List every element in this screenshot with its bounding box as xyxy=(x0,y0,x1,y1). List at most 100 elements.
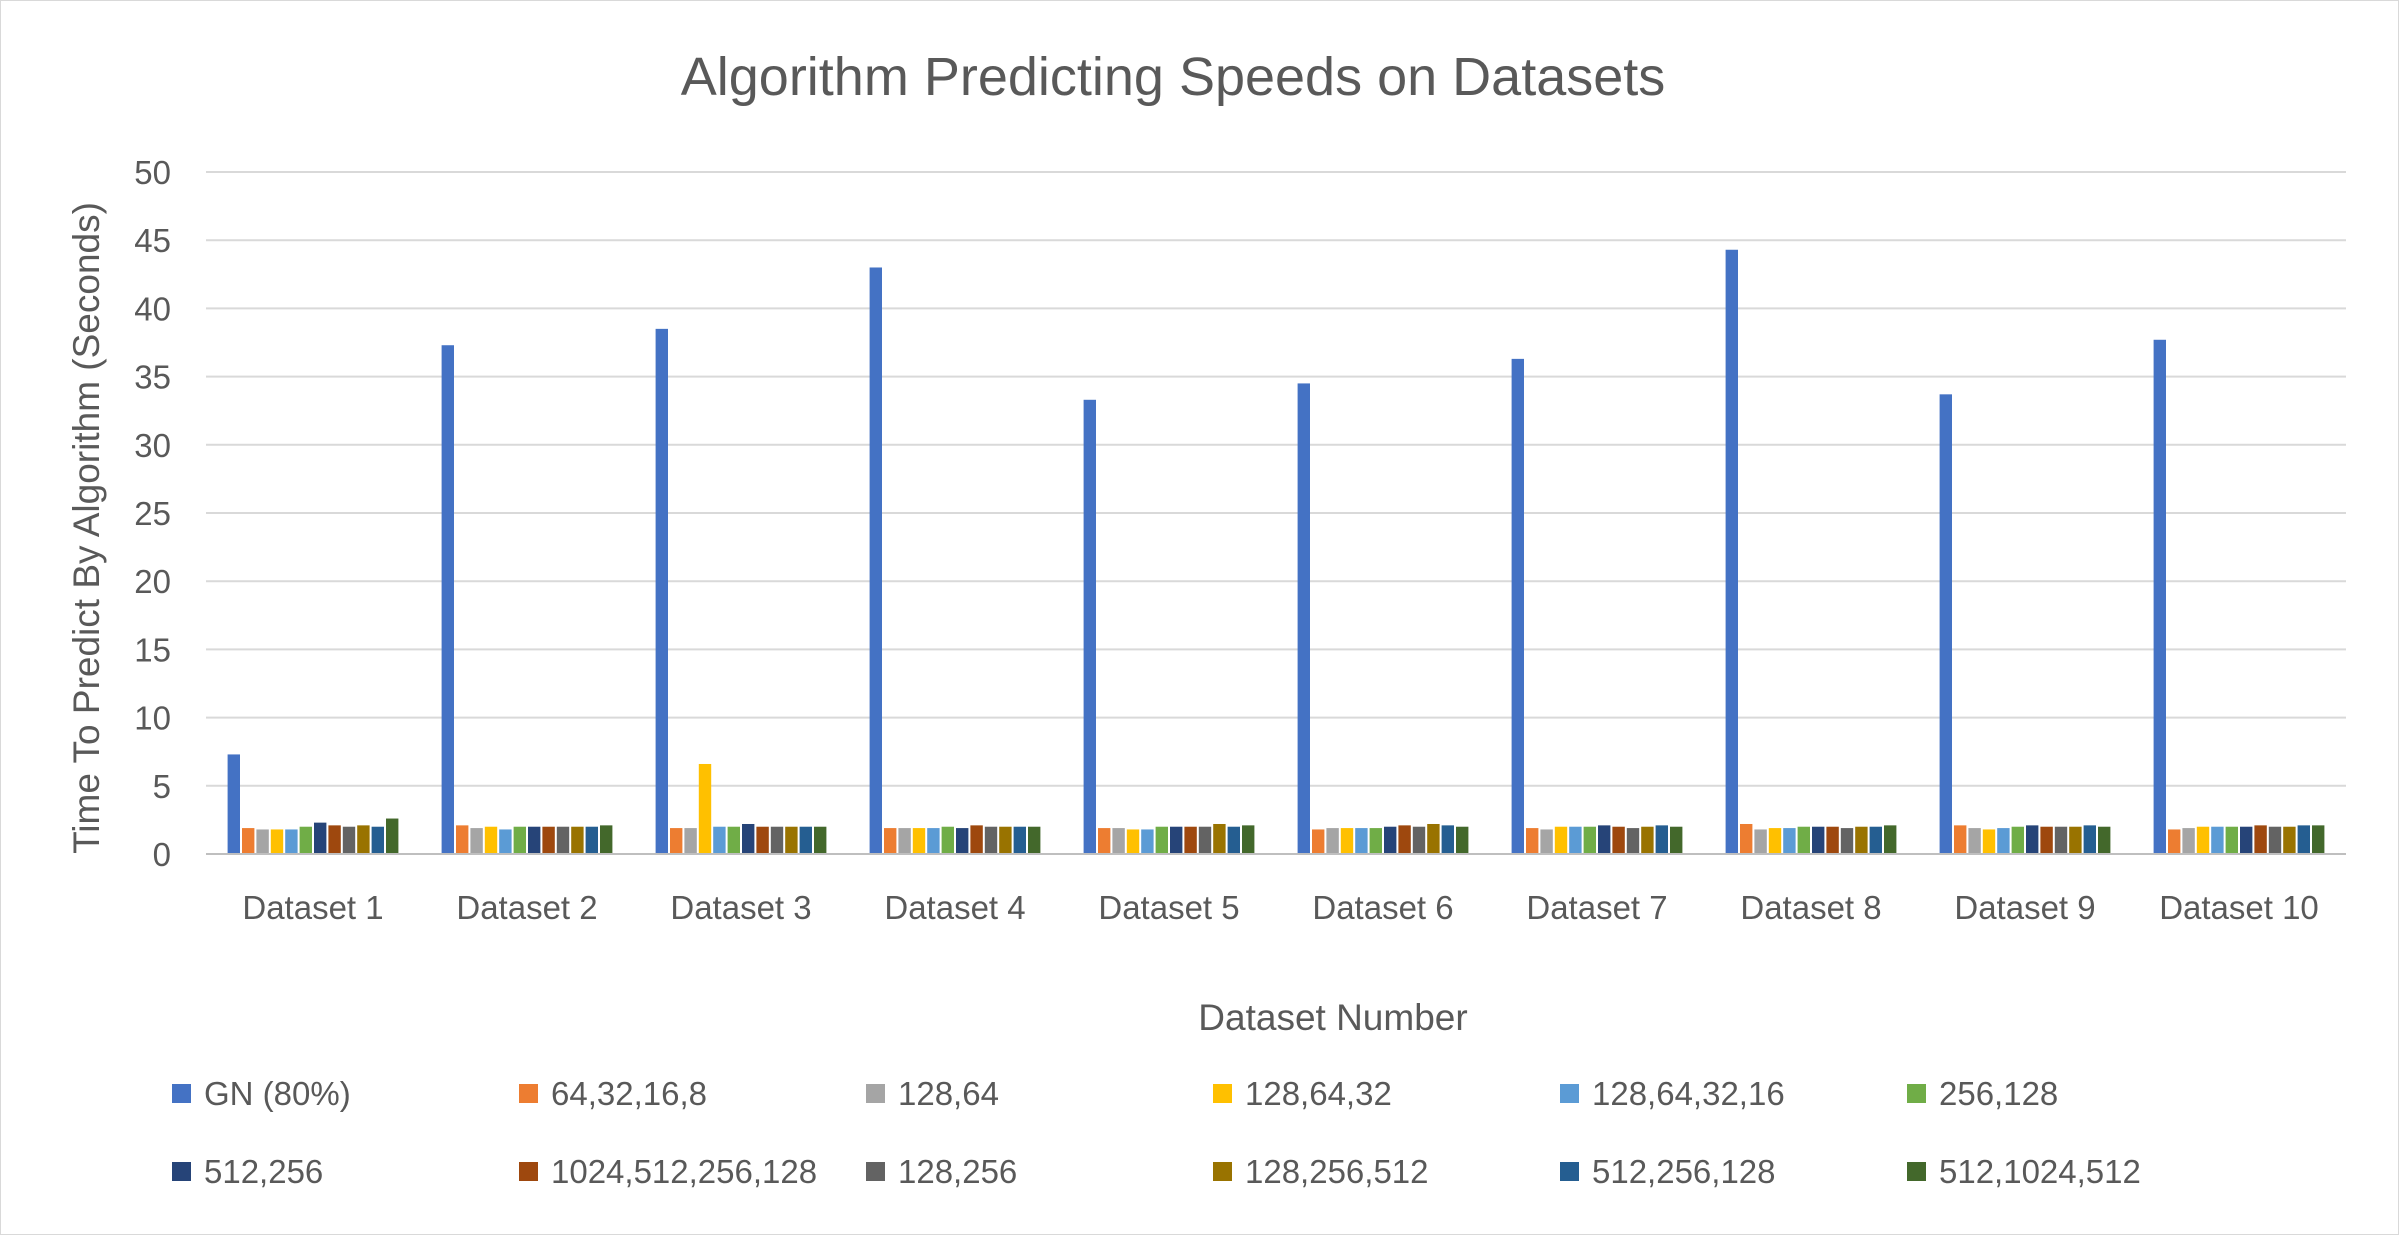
bar xyxy=(1227,826,1240,854)
x-axis-title: Dataset Number xyxy=(1198,997,1467,1038)
bar xyxy=(1641,826,1654,854)
bar xyxy=(2196,826,2210,854)
bar xyxy=(1655,825,1668,854)
bar xyxy=(1511,358,1524,854)
legend-entry: GN (80%) xyxy=(172,1075,351,1112)
bar xyxy=(927,828,940,854)
bar xyxy=(1740,823,1753,854)
bar xyxy=(1583,826,1596,854)
y-tick-label: 0 xyxy=(153,836,171,873)
bar xyxy=(698,763,712,854)
bar xyxy=(1598,825,1611,854)
bar xyxy=(956,828,969,854)
chart-title: Algorithm Predicting Speeds on Datasets xyxy=(681,47,1666,107)
bar xyxy=(227,754,240,854)
legend-label: 128,256,512 xyxy=(1245,1153,1429,1190)
legend-swatch xyxy=(1213,1084,1232,1103)
legend: GN (80%) 64,32,16,8 128,64 128,64,32 128,64,… xyxy=(172,1075,2141,1190)
bar xyxy=(799,826,812,854)
bar xyxy=(1326,828,1339,854)
legend-swatch xyxy=(1907,1162,1926,1181)
gridlines xyxy=(206,171,2346,787)
bar xyxy=(785,826,798,854)
bar xyxy=(1242,825,1255,854)
bar xyxy=(713,826,726,854)
legend-entry: 1024,512,256,128 xyxy=(519,1153,817,1190)
x-tick-label: Dataset 1 xyxy=(242,889,383,926)
bar xyxy=(542,826,555,854)
bar xyxy=(2312,825,2325,854)
bar xyxy=(1884,825,1897,854)
bar xyxy=(970,825,983,854)
x-tick-label: Dataset 8 xyxy=(1740,889,1881,926)
bar xyxy=(1213,823,1226,854)
legend-entry: 256,128 xyxy=(1907,1075,2058,1112)
bar xyxy=(1126,829,1140,854)
bar xyxy=(484,826,498,854)
bar xyxy=(1797,826,1810,854)
x-tick-label: Dataset 9 xyxy=(1954,889,2095,926)
bar xyxy=(1939,394,1952,854)
bar xyxy=(2083,825,2096,854)
y-tick-label: 25 xyxy=(134,495,171,532)
bar xyxy=(2026,825,2039,854)
bar xyxy=(898,828,911,854)
bar xyxy=(256,829,269,854)
bar xyxy=(1141,829,1154,854)
legend-swatch xyxy=(172,1084,191,1103)
bar xyxy=(1297,383,1310,854)
bar xyxy=(2098,826,2111,854)
legend-entry: 512,256 xyxy=(172,1153,323,1190)
bar xyxy=(2182,828,2195,854)
legend-label: 128,256 xyxy=(898,1153,1017,1190)
y-tick-label: 15 xyxy=(134,631,171,668)
legend-entry: 128,256,512 xyxy=(1213,1153,1429,1190)
bar xyxy=(1768,828,1782,854)
bar xyxy=(984,826,998,854)
bar xyxy=(1954,825,1967,854)
x-tick-label: Dataset 7 xyxy=(1526,889,1667,926)
y-tick-label: 45 xyxy=(134,222,171,259)
bar xyxy=(1526,828,1539,854)
legend-label: 128,64 xyxy=(898,1075,999,1112)
bar xyxy=(999,826,1012,854)
bar xyxy=(328,825,341,854)
bar xyxy=(371,826,384,854)
bar xyxy=(1198,826,1212,854)
bar xyxy=(941,826,954,854)
bar xyxy=(1840,828,1854,854)
bar xyxy=(1427,823,1440,854)
y-tick-label: 35 xyxy=(134,359,171,396)
bars xyxy=(227,249,2325,855)
bar xyxy=(1355,828,1368,854)
bar xyxy=(571,826,584,854)
bar xyxy=(684,828,697,854)
bar xyxy=(2254,825,2267,854)
bar xyxy=(2297,825,2310,854)
y-tick-label: 20 xyxy=(134,563,171,600)
bar xyxy=(2069,826,2082,854)
legend-label: 512,1024,512 xyxy=(1939,1153,2141,1190)
legend-swatch xyxy=(1560,1084,1579,1103)
legend-swatch xyxy=(1560,1162,1579,1181)
bar xyxy=(1340,828,1354,854)
x-tick-label: Dataset 5 xyxy=(1098,889,1239,926)
legend-swatch xyxy=(519,1162,538,1181)
legend-label: 128,64,32 xyxy=(1245,1075,1392,1112)
bar xyxy=(1783,828,1796,854)
bar xyxy=(814,826,827,854)
bar xyxy=(756,826,769,854)
bar xyxy=(1398,825,1411,854)
bar xyxy=(770,826,784,854)
bar xyxy=(1098,828,1111,854)
bar xyxy=(2054,826,2068,854)
bar xyxy=(727,826,740,854)
bar xyxy=(585,826,598,854)
bar xyxy=(670,828,683,854)
bar xyxy=(1725,249,1738,854)
y-tick-label: 10 xyxy=(134,700,171,737)
bar xyxy=(742,823,755,854)
x-tick-label: Dataset 6 xyxy=(1312,889,1453,926)
bar xyxy=(1184,826,1197,854)
